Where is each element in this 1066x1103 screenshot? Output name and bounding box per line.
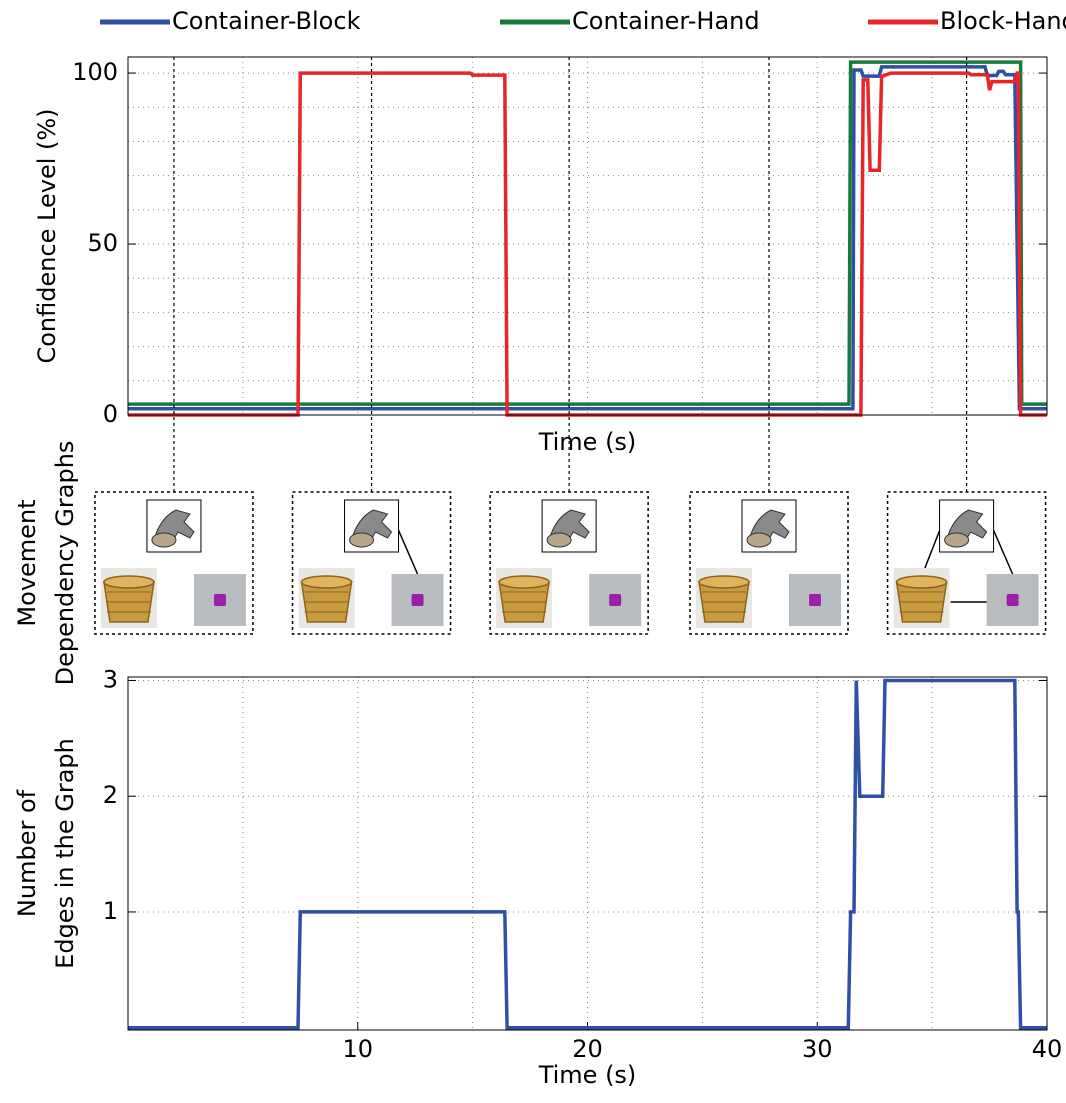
x-axis-label: Time (s) xyxy=(538,1061,637,1089)
dependency-graph xyxy=(888,492,1046,634)
hand-part xyxy=(945,533,969,547)
block-shape xyxy=(1007,594,1019,606)
dependency-graph xyxy=(690,492,848,634)
basket-rim xyxy=(699,576,749,588)
legend-label: Container-Block xyxy=(172,7,361,35)
y-axis-label: Confidence Level (%) xyxy=(33,108,61,363)
dependency-graph xyxy=(95,492,253,634)
y-axis-label: Dependency Graphs xyxy=(51,441,79,686)
legend-label: Container-Hand xyxy=(572,7,760,35)
legend-label: Block-Hand xyxy=(940,7,1066,35)
y-axis-label: Edges in the Graph xyxy=(51,738,79,969)
hand-part xyxy=(547,533,571,547)
y-tick-label: 0 xyxy=(103,400,118,428)
basket-rim xyxy=(302,576,352,588)
x-tick-label: 40 xyxy=(1032,1035,1063,1063)
y-tick-label: 1 xyxy=(103,897,118,925)
hand-part xyxy=(350,533,374,547)
basket-rim xyxy=(897,576,947,588)
figure: 0 50 100 Time (s) Confidence Level (%) Contai… xyxy=(0,0,1066,1103)
block-shape xyxy=(412,594,424,606)
hand-part xyxy=(747,533,771,547)
dependency-graph xyxy=(490,492,648,634)
block-shape xyxy=(609,594,621,606)
x-tick-label: 20 xyxy=(572,1035,603,1063)
x-axis-label: Time (s) xyxy=(538,428,637,456)
y-tick-label: 2 xyxy=(103,781,118,809)
y-axis-label: Number of xyxy=(13,789,41,917)
hand-part xyxy=(152,533,176,547)
y-tick-label: 3 xyxy=(103,665,118,693)
x-tick-label: 10 xyxy=(342,1035,373,1063)
plot-area xyxy=(128,57,1047,415)
y-tick-label: 100 xyxy=(72,58,118,86)
dependency-graph xyxy=(293,492,451,634)
y-tick-label: 50 xyxy=(87,229,118,257)
y-axis-label: Movement xyxy=(13,499,41,626)
x-tick-label: 30 xyxy=(802,1035,833,1063)
block-shape xyxy=(214,594,226,606)
basket-rim xyxy=(104,576,154,588)
basket-rim xyxy=(499,576,549,588)
block-shape xyxy=(809,594,821,606)
